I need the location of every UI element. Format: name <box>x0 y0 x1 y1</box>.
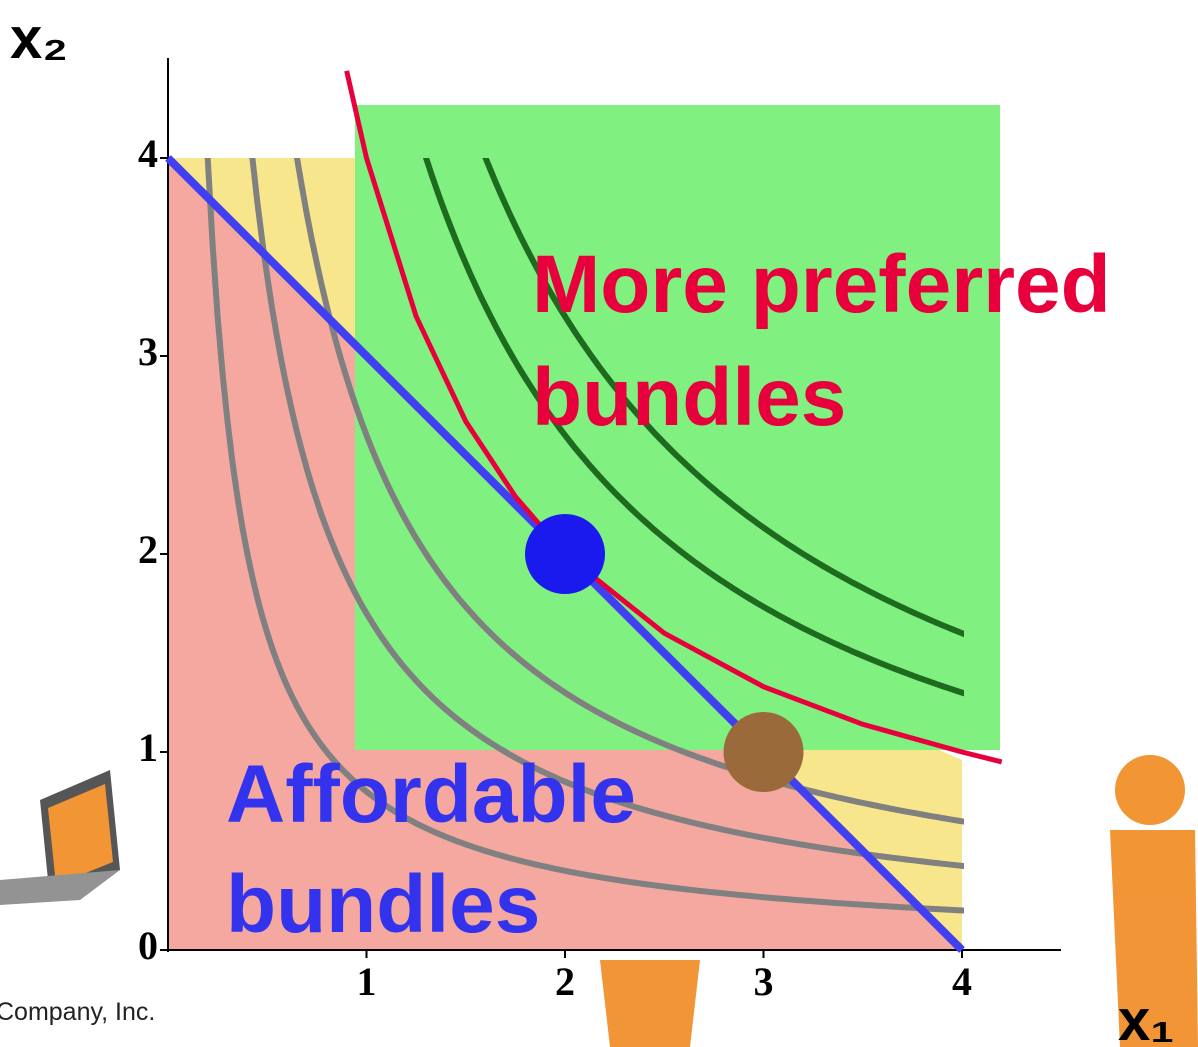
footer: Company, Inc. <box>0 998 155 1026</box>
x-tick-label: 1 <box>357 959 377 1004</box>
contour <box>422 158 964 697</box>
decoration <box>0 755 1198 1047</box>
x-axis-label: x₁ <box>1118 988 1174 1047</box>
y-tick-label: 4 <box>138 131 158 176</box>
annotation: bundles <box>532 352 846 443</box>
y-tick-label: 3 <box>138 329 158 374</box>
annotation: Affordable <box>226 749 636 840</box>
contour <box>293 158 964 825</box>
contour <box>249 158 964 870</box>
point <box>723 712 804 792</box>
y-tick-label: 2 <box>138 527 158 572</box>
y-tick-label: 0 <box>138 923 158 968</box>
contour <box>482 158 964 638</box>
point <box>525 514 605 594</box>
y-tick-label: 1 <box>138 725 158 770</box>
x-tick-label: 4 <box>952 959 972 1004</box>
annotation: More preferred <box>532 239 1111 330</box>
contour <box>204 158 964 914</box>
x-tick-label: 2 <box>555 959 575 1004</box>
y-axis-label: x₂ <box>10 6 68 71</box>
x-tick-label: 3 <box>754 959 774 1004</box>
annotation: bundles <box>226 859 540 950</box>
